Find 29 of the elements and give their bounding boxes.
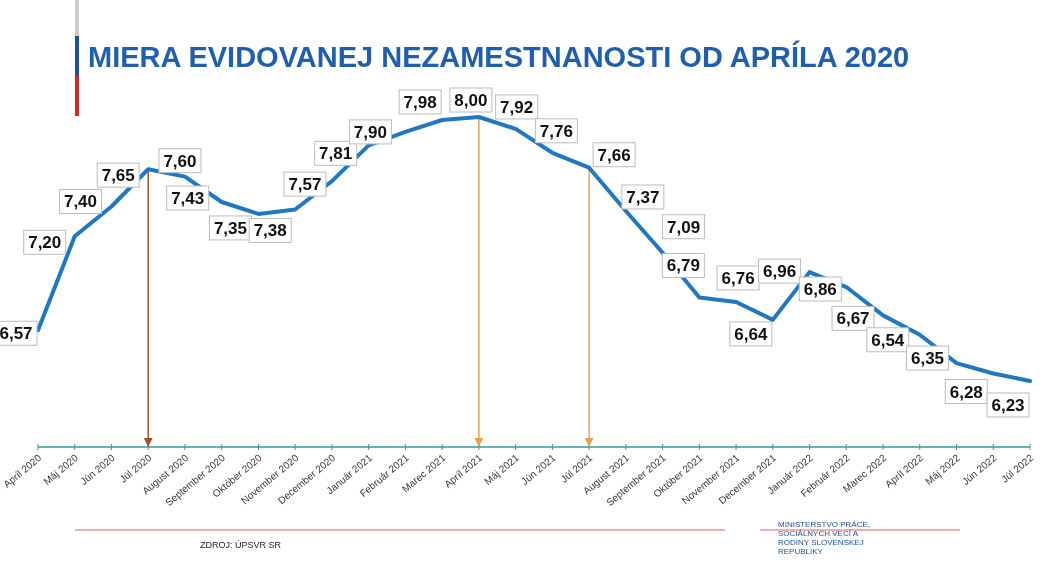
data-label: 7,20	[28, 233, 62, 253]
data-label: 6,57	[0, 324, 33, 344]
data-label: 7,38	[253, 221, 287, 241]
data-label: 6,79	[666, 256, 700, 276]
data-label: 7,65	[101, 166, 135, 186]
data-label: 7,37	[626, 187, 660, 207]
data-label: 7,92	[500, 97, 534, 117]
data-label: 6,54	[871, 330, 905, 350]
data-label: 6,28	[949, 382, 983, 402]
data-label: 6,64	[734, 324, 768, 344]
text: ZDROJ: ÚPSVR SR	[200, 540, 282, 550]
data-label: 6,67	[836, 309, 870, 329]
data-label: 7,81	[319, 144, 353, 164]
data-label: 7,57	[288, 175, 322, 195]
data-label: 7,98	[403, 92, 437, 112]
data-label: 7,90	[353, 122, 387, 142]
data-label: 6,76	[721, 268, 755, 288]
chart-title: MIERA EVIDOVANEJ NEZAMESTNANOSTI OD APRÍLA 2020	[88, 40, 910, 73]
data-label: 7,60	[163, 151, 197, 171]
data-label: 6,96	[763, 262, 797, 282]
data-label: 7,66	[597, 145, 631, 165]
data-label: 7,35	[213, 218, 247, 238]
data-label: 6,23	[991, 396, 1025, 415]
data-label: 8,00	[454, 91, 488, 110]
text: MINISTERSTVO PRÁCE, SOCIÁLNYCH VECÍ A RODINY SLOVENSKEJ REPUBLIKY	[778, 520, 871, 556]
data-label: 7,09	[667, 217, 701, 237]
data-label: 7,43	[171, 189, 205, 209]
data-label: 6,86	[803, 280, 837, 300]
data-label: 7,76	[539, 121, 573, 141]
